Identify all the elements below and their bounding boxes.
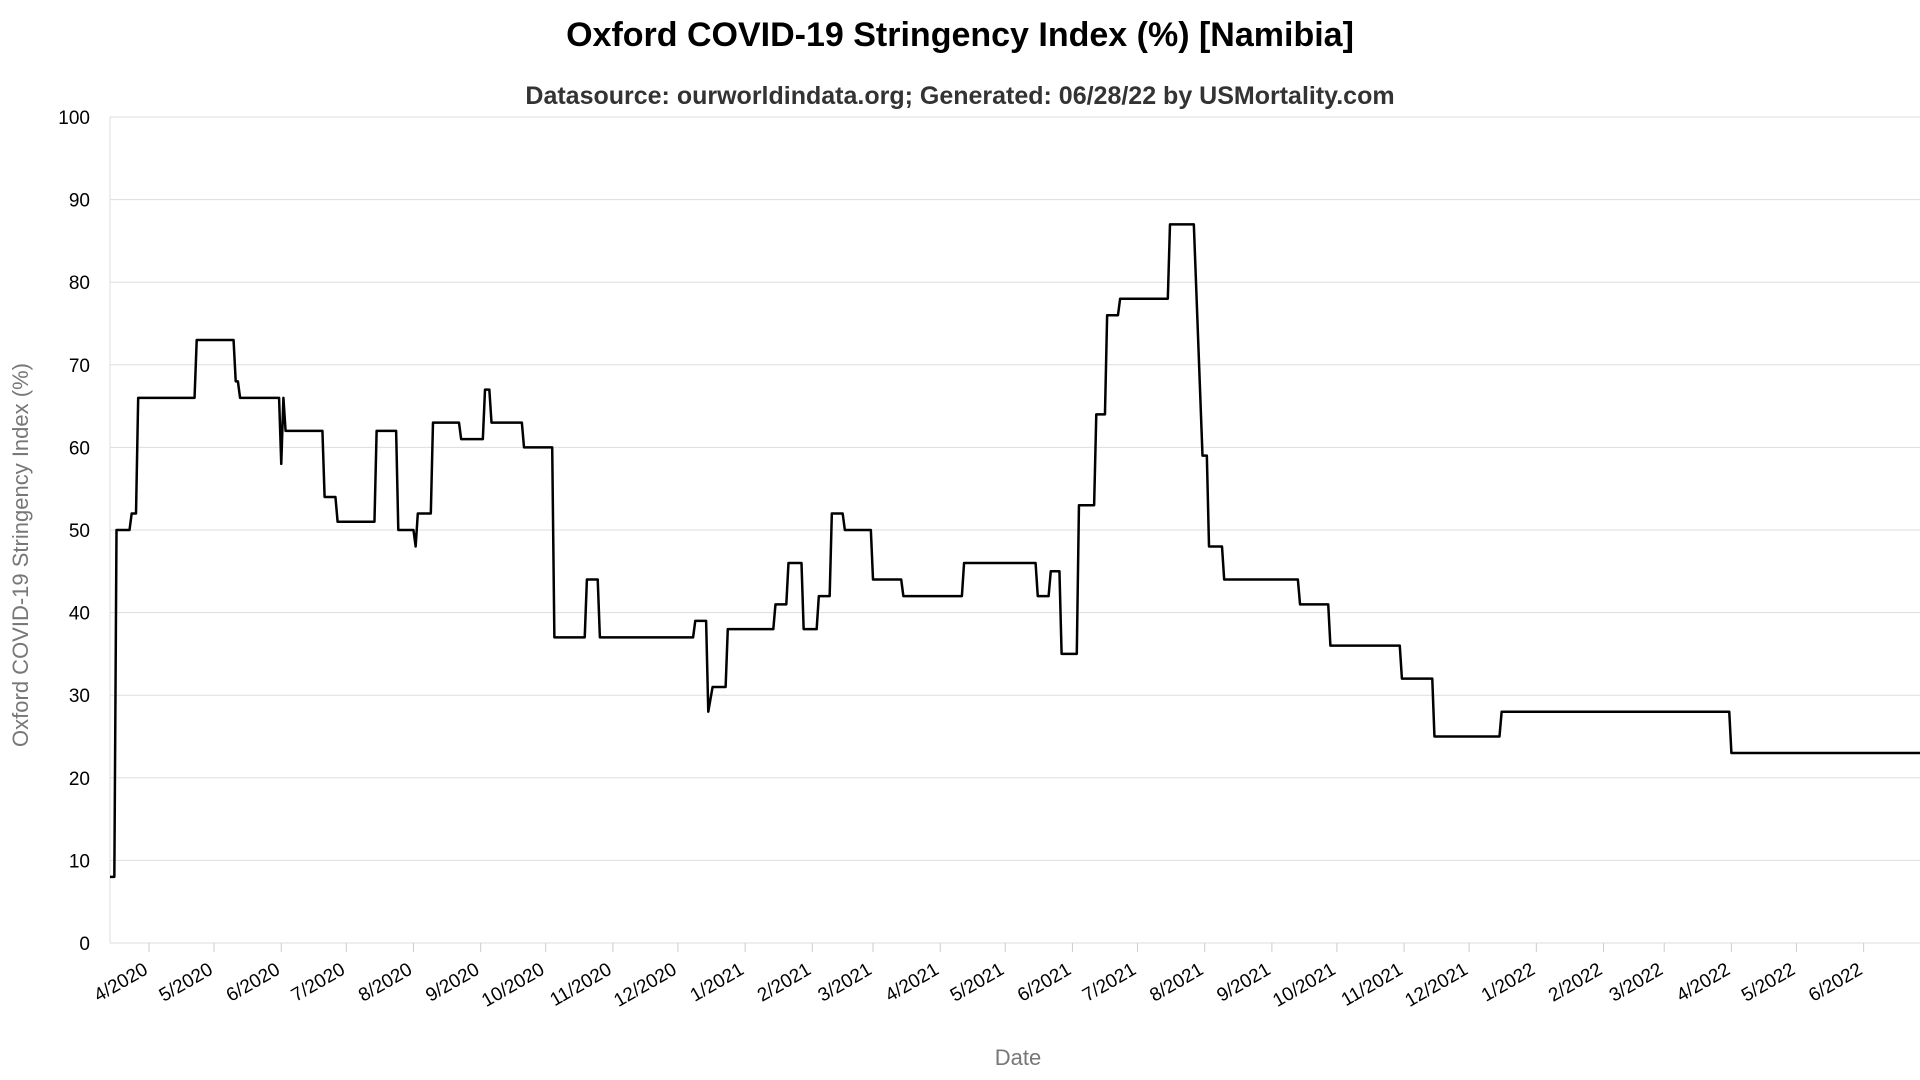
x-tick-label: 3/2022 — [1606, 959, 1667, 1006]
x-tick-label: 1/2021 — [687, 959, 748, 1006]
x-tick-label: 5/2022 — [1738, 959, 1799, 1006]
x-axis-title: Date — [995, 1045, 1041, 1070]
x-tick-label: 7/2021 — [1079, 959, 1140, 1006]
chart-subtitle: Datasource: ourworldindata.org; Generate… — [525, 82, 1395, 110]
y-tick-label: 40 — [69, 604, 90, 625]
y-tick-label: 70 — [69, 356, 90, 377]
x-tick-label: 4/2022 — [1673, 959, 1734, 1006]
x-tick-label: 2/2022 — [1545, 959, 1606, 1006]
x-tick-label: 12/2020 — [610, 959, 680, 1012]
series-line-0 — [110, 223, 1920, 879]
gridlines — [109, 116, 1920, 944]
x-tick-label: 4/2020 — [91, 959, 152, 1006]
x-tick-label: 10/2020 — [478, 959, 548, 1012]
x-tick-label: 8/2021 — [1146, 959, 1207, 1006]
y-tick-label: 30 — [69, 686, 90, 707]
x-tick-label: 11/2021 — [1338, 959, 1407, 1011]
x-tick-label: 6/2020 — [223, 959, 284, 1006]
x-tick-label: 12/2021 — [1402, 959, 1472, 1012]
y-axis-title: Oxford COVID-19 Stringency Index (%) — [8, 363, 33, 747]
y-tick-label: 50 — [69, 521, 90, 542]
y-tick-label: 60 — [69, 438, 90, 459]
x-tick-label: 6/2021 — [1014, 959, 1075, 1006]
y-tick-label: 80 — [69, 273, 90, 294]
y-tick-label: 10 — [69, 851, 90, 872]
x-tick-label: 5/2021 — [947, 959, 1008, 1006]
x-tick-label: 3/2021 — [815, 959, 876, 1006]
x-axis: 4/2020 5/2020 6/2020 7/2020 8/2020 9/202010/2… — [91, 943, 1866, 1012]
y-tick-label: 20 — [69, 769, 90, 790]
chart-title: Oxford COVID-19 Stringency Index (%) [Na… — [566, 16, 1354, 54]
x-tick-label: 9/2020 — [422, 959, 483, 1006]
x-tick-label: 6/2022 — [1805, 959, 1866, 1006]
y-tick-label: 100 — [58, 108, 90, 129]
series-layer — [110, 223, 1920, 879]
y-tick-label: 0 — [79, 934, 90, 955]
x-tick-label: 11/2020 — [547, 959, 616, 1011]
x-tick-label: 2/2021 — [754, 959, 815, 1006]
x-tick-label: 5/2020 — [156, 959, 217, 1006]
y-tick-label: 90 — [69, 191, 90, 212]
x-tick-label: 9/2021 — [1214, 959, 1275, 1006]
x-tick-label: 8/2020 — [355, 959, 416, 1006]
y-axis: 0 10 20 30 40 50 60 70 80 90 100 — [58, 108, 90, 955]
x-tick-label: 7/2020 — [288, 959, 349, 1006]
x-tick-label: 10/2021 — [1269, 959, 1339, 1012]
x-tick-label: 4/2021 — [882, 959, 943, 1006]
x-tick-label: 1/2022 — [1478, 959, 1539, 1006]
